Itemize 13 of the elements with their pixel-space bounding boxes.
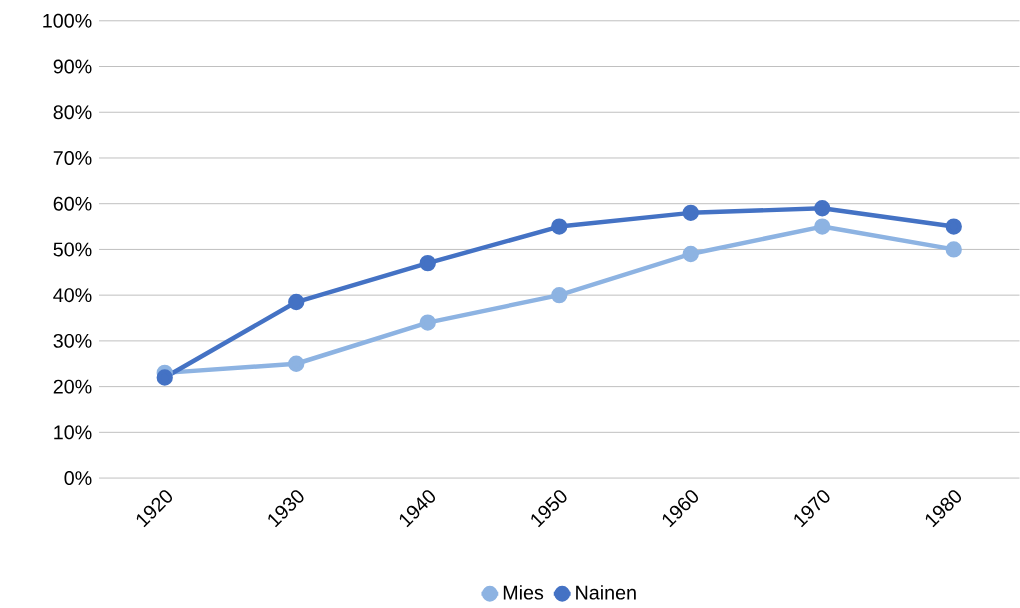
y-tick-label: 0% <box>64 471 92 486</box>
y-tick-label: 40% <box>53 288 92 303</box>
y-tick-label: 80% <box>53 105 92 120</box>
y-tick-label: 70% <box>53 151 92 166</box>
y-tick-label: 20% <box>53 379 92 394</box>
y-tick-label: 10% <box>54 425 92 440</box>
legend-label: Mies <box>503 585 544 600</box>
y-tick-label: 30% <box>53 334 92 348</box>
legend-label: Nainen <box>576 585 636 600</box>
y-tick-label: 60% <box>53 196 92 211</box>
y-tick-label: 90% <box>53 59 92 74</box>
y-tick-label: 100% <box>43 13 92 28</box>
y-tick-label: 50% <box>53 242 92 257</box>
